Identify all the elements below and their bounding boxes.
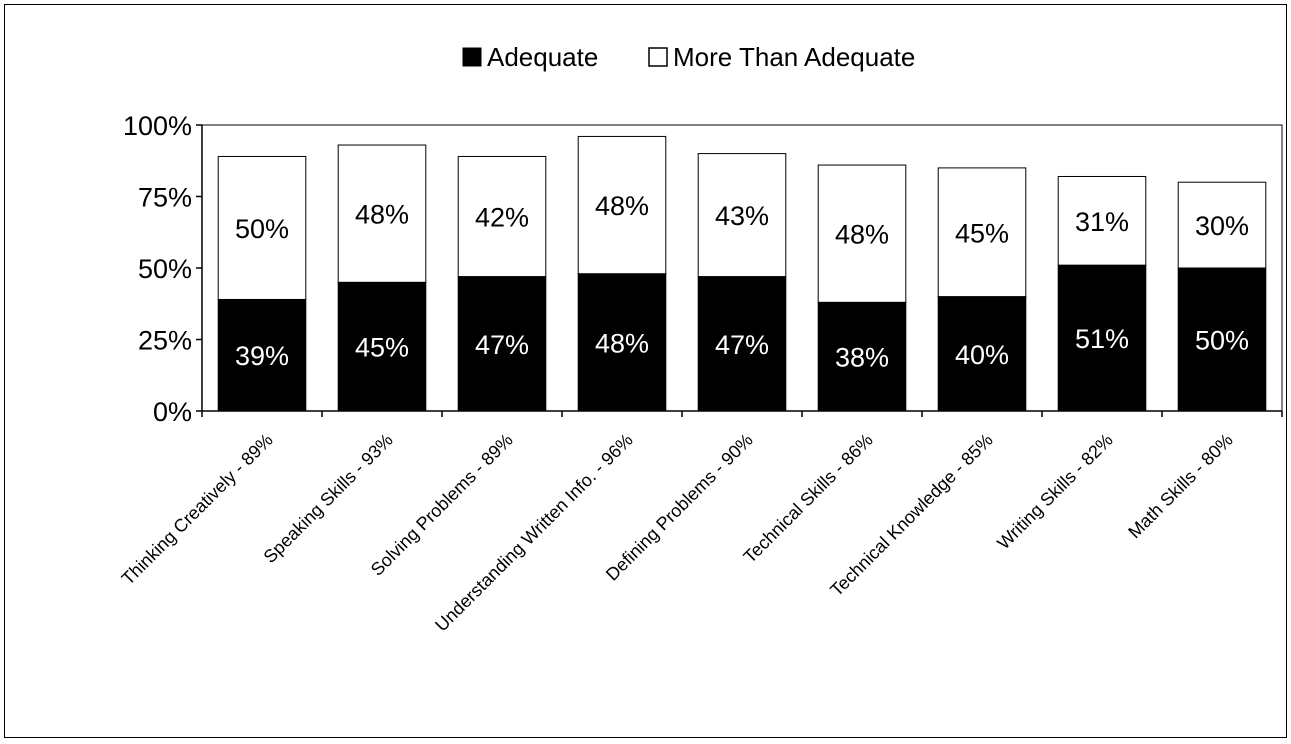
x-tick-label: Speaking Skills - 93%: [260, 430, 397, 567]
stacked-bar-chart: Adequate More Than Adequate 39% 50% 45% 48%…: [118, 42, 1283, 636]
data-label-more-than-adequate: 50%: [235, 214, 289, 244]
data-label-more-than-adequate: 48%: [355, 200, 409, 230]
data-label-adequate: 48%: [595, 328, 649, 358]
data-label-adequate: 47%: [475, 330, 529, 360]
bar-more-than-adequate: [577, 135, 667, 275]
y-tick-label: 0%: [153, 397, 192, 427]
bar-adequate: [1057, 264, 1147, 412]
bars: 39% 50% 45% 48% 47% 42% 48% 48% 47% 43% 38% 48% 40% 4…: [217, 135, 1267, 412]
x-tick-label: Math Skills - 80%: [1124, 430, 1236, 542]
y-tick-label: 100%: [123, 111, 192, 141]
data-label-more-than-adequate: 43%: [715, 201, 769, 231]
legend-label-more-than-adequate: More Than Adequate: [673, 42, 915, 72]
x-tick-label: Thinking Creatively - 89%: [118, 430, 277, 589]
data-label-more-than-adequate: 45%: [955, 218, 1009, 248]
bar-more-than-adequate: [817, 164, 907, 303]
data-label-adequate: 45%: [355, 333, 409, 363]
data-label-more-than-adequate: 48%: [595, 191, 649, 221]
data-label-adequate: 47%: [715, 330, 769, 360]
y-tick-label: 50%: [138, 254, 192, 284]
data-label-adequate: 51%: [1075, 324, 1129, 354]
y-tick-label: 75%: [138, 183, 192, 213]
data-label-more-than-adequate: 42%: [475, 203, 529, 233]
bar-more-than-adequate: [1057, 175, 1147, 266]
y-axis: 0% 25% 50% 75% 100%: [123, 111, 203, 427]
bar-more-than-adequate: [697, 153, 787, 278]
bar-more-than-adequate: [217, 155, 307, 300]
bar-more-than-adequate: [1177, 181, 1267, 269]
x-tick-label: Understanding Written Info. - 96%: [431, 430, 637, 636]
bar-more-than-adequate: [457, 155, 547, 278]
bar-adequate: [697, 276, 787, 412]
x-tick-label: Writing Skills - 82%: [993, 430, 1117, 554]
data-label-adequate: 50%: [1195, 326, 1249, 356]
data-label-adequate: 38%: [835, 343, 889, 373]
data-label-adequate: 39%: [235, 341, 289, 371]
legend: Adequate More Than Adequate: [462, 42, 915, 72]
bar-more-than-adequate: [337, 144, 427, 283]
data-label-more-than-adequate: 31%: [1075, 207, 1129, 237]
chart-frame: Adequate More Than Adequate 39% 50% 45% 48%…: [4, 4, 1287, 738]
bar-adequate: [817, 301, 907, 412]
legend-swatch-more-than-adequate: [648, 47, 668, 67]
x-axis: Thinking Creatively - 89%Speaking Skills…: [118, 410, 1283, 636]
legend-label-adequate: Adequate: [487, 42, 598, 72]
data-label-more-than-adequate: 48%: [835, 220, 889, 250]
legend-swatch-adequate: [462, 47, 482, 67]
bar-adequate: [937, 296, 1027, 412]
bar-adequate: [577, 273, 667, 412]
x-tick-label: Technical Skills - 86%: [740, 430, 877, 567]
y-tick-label: 25%: [138, 326, 192, 356]
bar-more-than-adequate: [937, 167, 1027, 298]
data-label-adequate: 40%: [955, 340, 1009, 370]
data-label-more-than-adequate: 30%: [1195, 211, 1249, 241]
